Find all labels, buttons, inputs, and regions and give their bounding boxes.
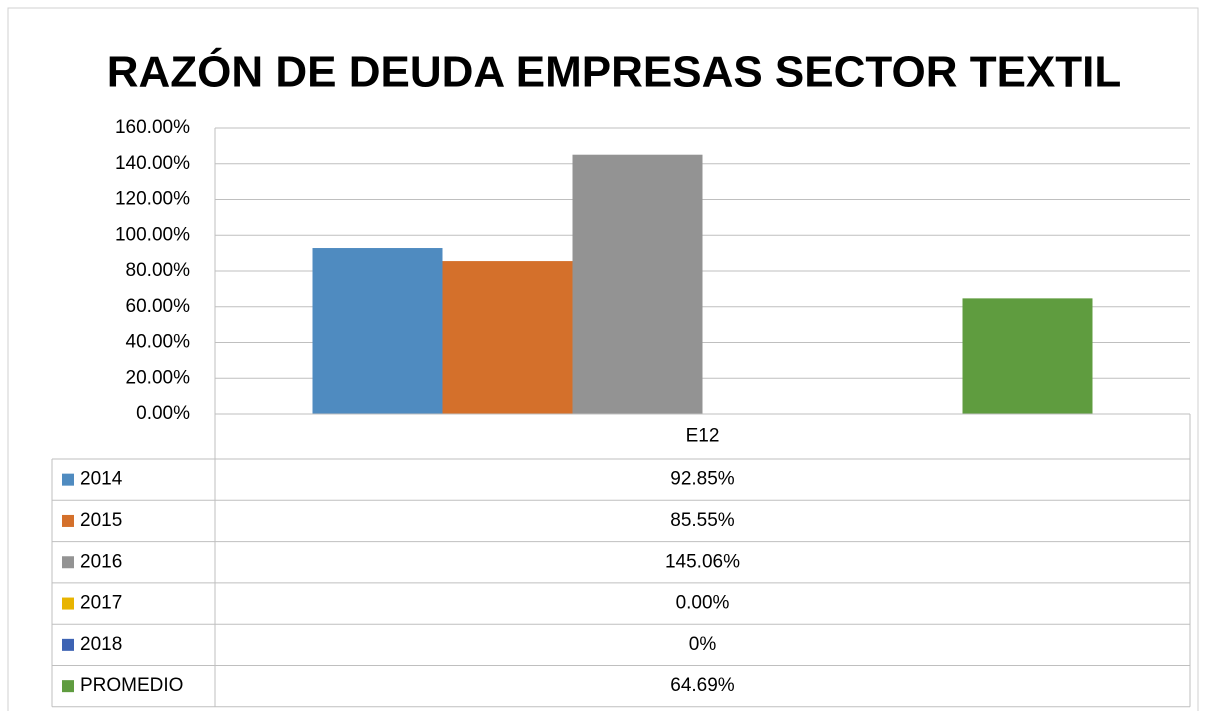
data-label: 0.00% xyxy=(676,593,730,614)
legend-swatch xyxy=(62,638,74,651)
legend-swatch xyxy=(62,556,74,569)
legend-label: 2018 xyxy=(80,634,122,655)
bar xyxy=(312,248,443,414)
legend-label: 2014 xyxy=(80,469,123,490)
legend-label: 2017 xyxy=(80,593,122,614)
data-label: 64.69% xyxy=(670,675,735,696)
legend-label: PROMEDIO xyxy=(80,675,183,696)
chart-title: RAZÓN DE DEUDA EMPRESAS SECTOR TEXTIL xyxy=(107,47,1122,97)
legend-label: 2016 xyxy=(80,551,122,572)
x-tick-label: E12 xyxy=(686,426,720,447)
bar xyxy=(962,298,1093,414)
data-label: 0% xyxy=(689,634,717,655)
legend-swatch xyxy=(62,597,74,610)
bar xyxy=(572,154,703,414)
y-tick-label: 80.00% xyxy=(126,260,191,281)
legend-label: 2015 xyxy=(80,510,122,531)
y-tick-label: 20.00% xyxy=(126,367,191,388)
data-label: 145.06% xyxy=(665,551,740,572)
legend-swatch xyxy=(62,680,74,693)
data-label: 85.55% xyxy=(670,510,735,531)
data-label: 92.85% xyxy=(670,469,735,490)
y-tick-label: 40.00% xyxy=(126,332,191,353)
legend-swatch xyxy=(62,514,74,527)
y-tick-label: 140.00% xyxy=(115,153,190,174)
bar xyxy=(442,261,573,414)
chart-border xyxy=(7,7,1199,711)
y-tick-label: 120.00% xyxy=(115,189,190,210)
y-tick-label: 60.00% xyxy=(126,296,191,317)
y-tick-label: 0.00% xyxy=(136,403,190,424)
y-tick-label: 160.00% xyxy=(115,117,190,138)
legend-swatch xyxy=(62,473,74,486)
y-tick-label: 100.00% xyxy=(115,224,190,245)
